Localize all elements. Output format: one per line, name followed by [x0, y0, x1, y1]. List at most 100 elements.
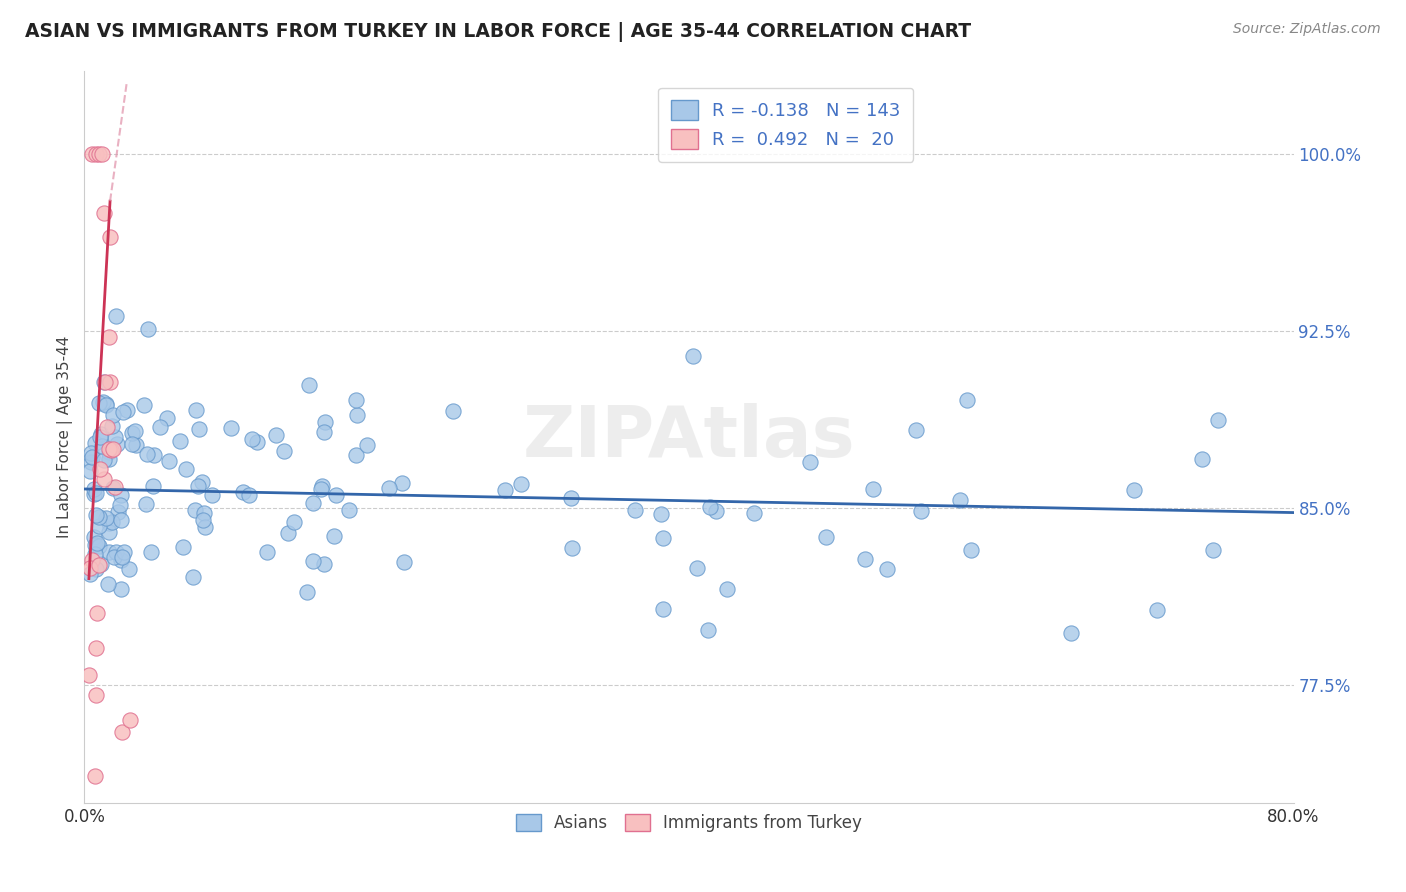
Point [682, 349, 704, 363]
Point [188, 422, 211, 436]
Point [98, 442, 121, 457]
Point [83, 482, 105, 496]
Point [97, 524, 120, 539]
Point [156, 411, 179, 425]
Point [191, 512, 214, 526]
Point [323, 529, 346, 543]
Point [344, 449, 367, 463]
Point [100, 419, 122, 434]
Point [93, 473, 115, 487]
Point [325, 488, 347, 502]
Point [90, 558, 112, 572]
Point [311, 479, 333, 493]
Point [685, 561, 707, 575]
Point [98, 452, 121, 467]
Point [232, 485, 254, 500]
Point [853, 551, 876, 566]
Point [1191, 452, 1213, 467]
Point [118, 562, 141, 576]
Point [84, 486, 107, 500]
Point [86, 607, 108, 621]
Point [121, 426, 143, 441]
Point [87, 510, 110, 524]
Point [82, 450, 104, 465]
Point [77, 668, 100, 682]
Point [84, 508, 107, 522]
Point [184, 503, 207, 517]
Point [79, 566, 101, 581]
Point [314, 425, 336, 439]
Point [238, 488, 260, 502]
Point [149, 420, 172, 434]
Point [624, 503, 647, 517]
Point [392, 555, 415, 569]
Point [174, 462, 197, 476]
Point [142, 448, 165, 462]
Point [87, 396, 110, 410]
Point [135, 497, 157, 511]
Point [91, 439, 114, 453]
Point [862, 482, 884, 496]
Point [87, 519, 110, 533]
Point [104, 545, 127, 559]
Point [314, 415, 336, 429]
Point [79, 465, 101, 479]
Point [910, 504, 932, 518]
Point [650, 507, 672, 521]
Point [96, 420, 118, 434]
Point [107, 504, 129, 518]
Point [84, 538, 107, 552]
Point [191, 475, 214, 490]
Point [104, 480, 127, 494]
Point [560, 491, 582, 505]
Point [83, 530, 105, 544]
Y-axis label: In Labor Force | Age 35-44: In Labor Force | Age 35-44 [58, 336, 73, 538]
Point [93, 452, 115, 467]
Point [103, 549, 125, 564]
Point [201, 488, 224, 502]
Point [125, 438, 148, 452]
Point [117, 402, 139, 417]
Point [86, 147, 108, 161]
Point [101, 515, 124, 529]
Point [84, 562, 107, 576]
Point [110, 498, 132, 512]
Point [295, 585, 318, 599]
Point [98, 376, 121, 390]
Point [1201, 543, 1223, 558]
Text: ZIPAtlas: ZIPAtlas [523, 402, 855, 472]
Point [89, 462, 111, 476]
Point [98, 230, 121, 244]
Point [87, 540, 110, 554]
Point [110, 552, 132, 566]
Point [1123, 483, 1146, 497]
Point [94, 398, 117, 412]
Point [960, 542, 983, 557]
Point [110, 582, 132, 596]
Point [1206, 412, 1229, 426]
Point [699, 500, 721, 515]
Point [80, 147, 103, 161]
Point [98, 545, 121, 559]
Point [194, 520, 217, 534]
Point [172, 540, 194, 554]
Point [110, 513, 132, 527]
Point [94, 511, 117, 525]
Point [561, 541, 583, 555]
Point [814, 530, 837, 544]
Point [83, 769, 105, 783]
Point [97, 577, 120, 591]
Point [100, 442, 122, 457]
Point [441, 404, 464, 418]
Point [948, 492, 970, 507]
Point [277, 526, 299, 541]
Point [136, 322, 159, 336]
Point [696, 623, 718, 637]
Point [105, 309, 128, 323]
Point [956, 392, 979, 407]
Point [704, 504, 727, 518]
Point [97, 445, 120, 459]
Point [91, 147, 114, 161]
Point [339, 503, 361, 517]
Point [246, 434, 269, 449]
